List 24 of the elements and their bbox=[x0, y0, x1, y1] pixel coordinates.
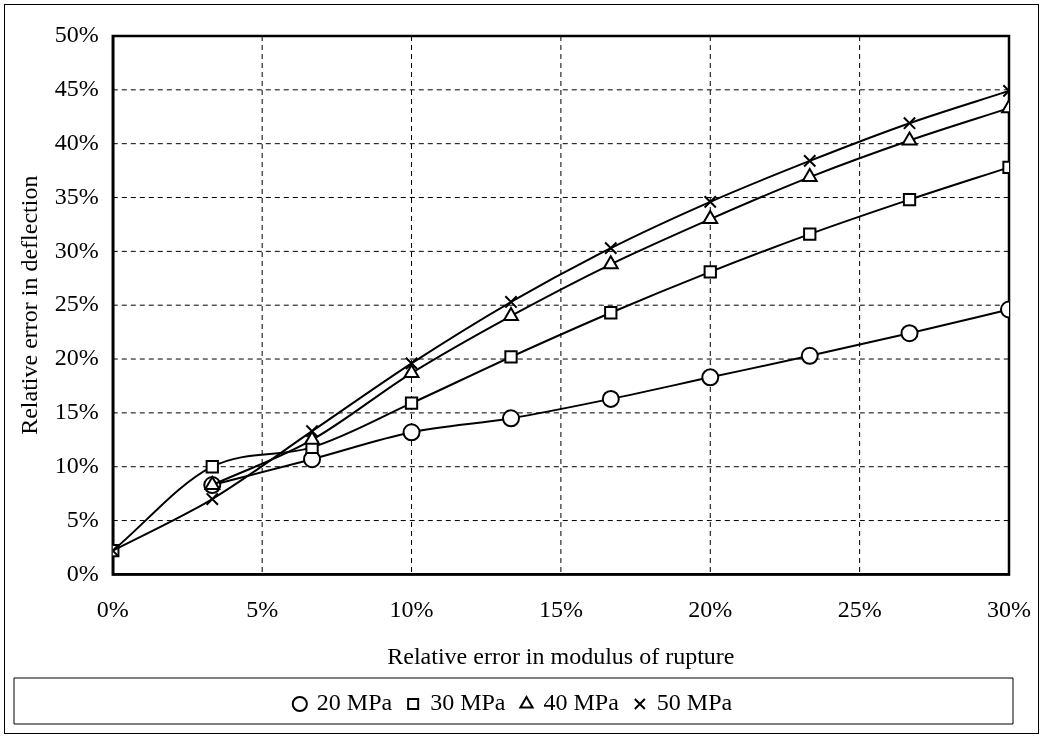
legend-label: 30 MPa bbox=[430, 689, 506, 716]
y-tick-label: 30% bbox=[54, 236, 99, 263]
y-axis-title: Relative error in deflection bbox=[15, 175, 42, 435]
y-tick-label: 45% bbox=[54, 75, 99, 102]
y-tick-label: 5% bbox=[66, 505, 99, 532]
y-tick-label: 10% bbox=[54, 452, 99, 479]
y-tick-label: 0% bbox=[66, 559, 99, 586]
legend-label: 50 MPa bbox=[656, 689, 733, 716]
y-tick-label: 25% bbox=[54, 290, 99, 317]
x-tick-label: 25% bbox=[837, 596, 882, 623]
x-axis-title: Relative error in modulus of rupture bbox=[387, 642, 735, 669]
x-tick-label: 20% bbox=[688, 596, 733, 623]
x-tick-label: 30% bbox=[987, 596, 1031, 623]
y-tick-label: 40% bbox=[54, 128, 99, 155]
y-tick-label: 15% bbox=[54, 398, 99, 425]
legend-label: 20 MPa bbox=[316, 689, 393, 716]
y-tick-label: 35% bbox=[54, 182, 99, 209]
x-tick-label: 15% bbox=[538, 596, 583, 623]
x-tick-label: 5% bbox=[246, 596, 279, 623]
x-tick-label: 10% bbox=[389, 596, 434, 623]
y-tick-label: 20% bbox=[54, 344, 99, 371]
x-tick-label: 0% bbox=[96, 596, 129, 623]
y-tick-label: 50% bbox=[54, 21, 99, 48]
legend-label: 40 MPa bbox=[543, 689, 620, 716]
